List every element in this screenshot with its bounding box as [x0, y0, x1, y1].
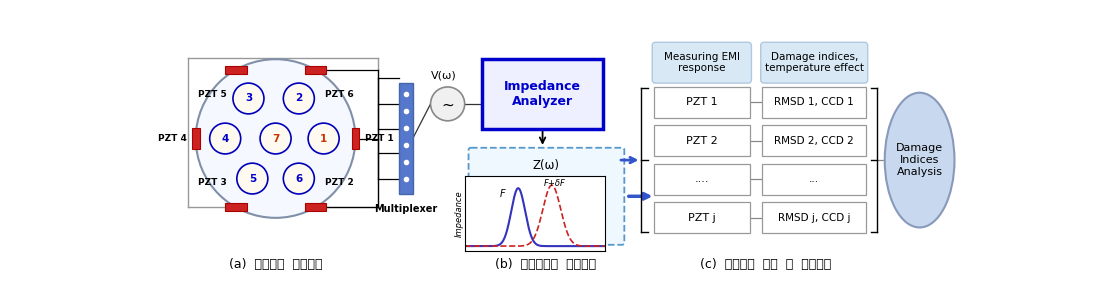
- FancyBboxPatch shape: [654, 126, 750, 156]
- Text: PZT 1: PZT 1: [364, 134, 393, 143]
- FancyBboxPatch shape: [762, 126, 866, 156]
- Text: Z(ω): Z(ω): [533, 159, 560, 172]
- Text: V(ω): V(ω): [430, 71, 457, 81]
- Circle shape: [283, 163, 314, 194]
- Text: (c)  임피던스  분석  및  파손감지: (c) 임피던스 분석 및 파손감지: [700, 258, 831, 271]
- FancyBboxPatch shape: [192, 128, 199, 149]
- Text: RMSD 2, CCD 2: RMSD 2, CCD 2: [774, 136, 854, 146]
- Text: PZT 2: PZT 2: [686, 136, 718, 146]
- Text: RMSD 1, CCD 1: RMSD 1, CCD 1: [774, 97, 854, 107]
- FancyBboxPatch shape: [305, 66, 326, 74]
- Text: F+δF: F+δF: [544, 179, 565, 188]
- Circle shape: [196, 59, 356, 218]
- FancyBboxPatch shape: [761, 42, 868, 83]
- FancyBboxPatch shape: [305, 203, 326, 211]
- Text: 4: 4: [221, 134, 229, 144]
- FancyBboxPatch shape: [351, 128, 359, 149]
- FancyBboxPatch shape: [225, 203, 247, 211]
- Text: 3: 3: [244, 94, 252, 104]
- FancyBboxPatch shape: [654, 164, 750, 195]
- Text: ....: ....: [695, 174, 709, 184]
- Text: Multiplexer: Multiplexer: [374, 203, 437, 214]
- Text: PZT 5: PZT 5: [197, 90, 227, 99]
- Text: PZT 4: PZT 4: [157, 134, 186, 143]
- Text: Impedance
Analyzer: Impedance Analyzer: [504, 80, 581, 108]
- Text: ...: ...: [809, 174, 819, 184]
- Text: 2: 2: [295, 94, 303, 104]
- FancyBboxPatch shape: [762, 164, 866, 195]
- Circle shape: [283, 83, 314, 114]
- Text: PZT j: PZT j: [688, 213, 716, 223]
- Text: (a)  멀티센서  네트워킹: (a) 멀티센서 네트워킹: [229, 258, 323, 271]
- FancyBboxPatch shape: [762, 87, 866, 118]
- Circle shape: [308, 123, 339, 154]
- Text: PZT 2: PZT 2: [325, 178, 353, 187]
- Text: ~: ~: [442, 98, 454, 113]
- Circle shape: [430, 87, 465, 121]
- Text: Frequency: Frequency: [521, 229, 573, 239]
- Text: PZT 6: PZT 6: [325, 90, 353, 99]
- Text: RMSD j, CCD j: RMSD j, CCD j: [778, 213, 850, 223]
- Ellipse shape: [885, 93, 955, 228]
- Text: 6: 6: [295, 174, 303, 184]
- FancyBboxPatch shape: [225, 66, 247, 74]
- FancyBboxPatch shape: [654, 87, 750, 118]
- Text: 1: 1: [320, 134, 327, 144]
- FancyBboxPatch shape: [654, 203, 750, 233]
- Text: F: F: [500, 189, 505, 199]
- Y-axis label: Impedance: Impedance: [455, 190, 464, 237]
- FancyBboxPatch shape: [399, 83, 413, 194]
- Text: PZT 1: PZT 1: [686, 97, 718, 107]
- Text: Measuring EMI
response: Measuring EMI response: [664, 52, 740, 73]
- Circle shape: [209, 123, 241, 154]
- Text: Damage
Indices
Analysis: Damage Indices Analysis: [896, 144, 944, 177]
- Text: PZT 3: PZT 3: [197, 178, 227, 187]
- FancyBboxPatch shape: [482, 59, 602, 129]
- Circle shape: [233, 83, 264, 114]
- Text: Damage indices,
temperature effect: Damage indices, temperature effect: [765, 52, 863, 73]
- Circle shape: [237, 163, 268, 194]
- Text: (b)  멀티플렉스  신호분석: (b) 멀티플렉스 신호분석: [495, 258, 597, 271]
- Circle shape: [260, 123, 291, 154]
- Text: 7: 7: [272, 134, 280, 144]
- FancyBboxPatch shape: [469, 148, 624, 245]
- Text: 5: 5: [249, 174, 255, 184]
- FancyBboxPatch shape: [762, 203, 866, 233]
- FancyBboxPatch shape: [652, 42, 751, 83]
